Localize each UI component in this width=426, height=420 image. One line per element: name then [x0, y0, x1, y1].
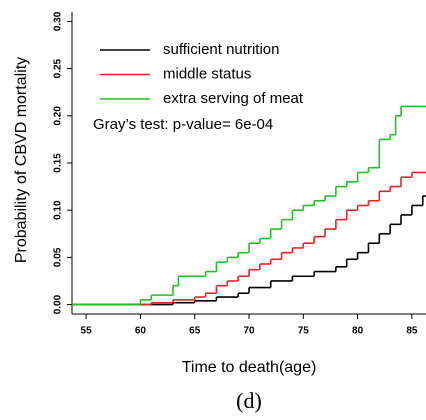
- x-tick-label: 70: [243, 326, 255, 337]
- x-tick-label: 55: [81, 326, 93, 337]
- y-axis-label: Probability of CBVD mortality: [13, 57, 30, 263]
- x-tick-label: 60: [135, 326, 147, 337]
- x-tick-label: 75: [298, 326, 310, 337]
- x-tick-label: 85: [406, 326, 418, 337]
- legend-label: middle status: [163, 65, 251, 82]
- y-tick-label: 0.10: [53, 200, 64, 220]
- y-tick-label: 0.20: [53, 106, 64, 126]
- annotation: Gray’s test: p-value= 6e-04: [93, 116, 273, 133]
- x-axis-label: Time to death(age): [182, 359, 317, 376]
- y-tick-label: 0.25: [53, 58, 64, 78]
- legend-label: extra serving of meat: [163, 90, 304, 107]
- x-tick-label: 65: [189, 326, 201, 337]
- x-tick-label: 80: [352, 326, 364, 337]
- legend-label: sufficient nutrition: [163, 41, 279, 58]
- y-tick-label: 0.00: [53, 294, 64, 314]
- caption: (d): [236, 388, 262, 413]
- y-tick-label: 0.30: [53, 11, 64, 31]
- y-tick-label: 0.15: [53, 153, 64, 173]
- y-tick-label: 0.05: [53, 247, 64, 267]
